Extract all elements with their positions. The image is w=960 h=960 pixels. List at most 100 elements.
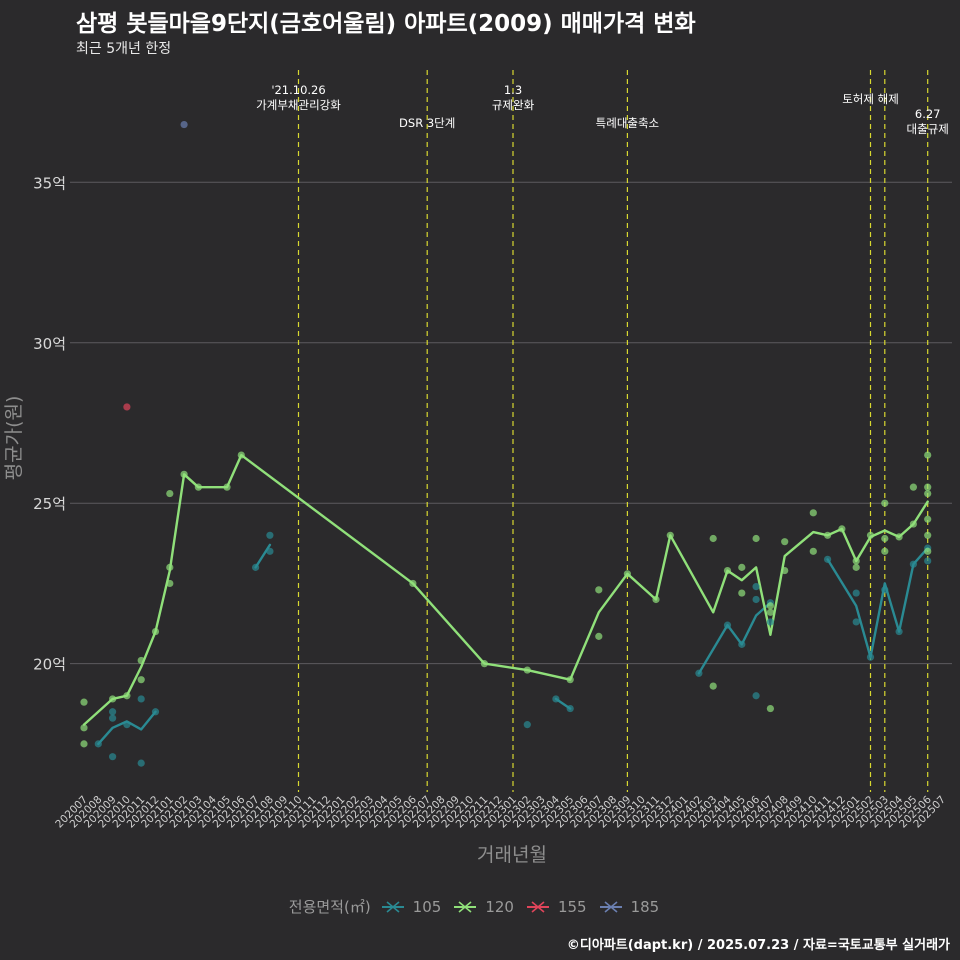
y-tick-label: 25억 (33, 495, 66, 513)
legend-item-120: 120 (453, 897, 514, 917)
data-point-105 (137, 759, 145, 767)
data-point-105 (151, 708, 160, 716)
series-line-105 (697, 601, 772, 675)
data-point-105 (909, 560, 918, 568)
data-point-120 (924, 515, 932, 523)
data-point-105 (881, 586, 889, 594)
data-point-105 (252, 563, 260, 571)
data-point-120 (409, 579, 417, 588)
data-point-120 (809, 547, 817, 555)
data-point-105 (109, 708, 117, 716)
event-annotation: 6.27 (915, 107, 941, 121)
data-point-105 (852, 589, 860, 597)
data-point-120 (924, 483, 932, 491)
event-annotation: 특례대출축소 (596, 116, 659, 130)
data-point-120 (781, 566, 789, 575)
data-point-105 (137, 695, 145, 703)
chart-subtitle: 최근 5개년 한정 (76, 41, 172, 57)
data-point-120 (752, 534, 760, 543)
legend-label-105: 105 (412, 897, 442, 916)
data-point-120 (237, 451, 245, 459)
data-point-120 (852, 563, 860, 571)
data-point-120 (881, 547, 889, 555)
data-point-120 (166, 563, 174, 571)
data-point-105 (723, 621, 732, 629)
y-tick-label: 30억 (33, 335, 66, 353)
data-point-120 (180, 470, 188, 478)
source-caption: ©디아파트(dapt.kr) / 2025.07.23 / 자료=국토교통부 실… (566, 938, 950, 953)
data-point-120 (137, 656, 145, 665)
data-point-120 (852, 557, 860, 565)
event-lines-layer (297, 70, 929, 792)
data-point-120 (738, 589, 746, 597)
data-point-120 (566, 676, 574, 684)
data-point-105 (109, 753, 117, 761)
y-axis-label: 평균가(원) (3, 396, 25, 481)
legend-key-185-icon (599, 900, 622, 913)
legend: 전용면적(㎡) 105 120 155 (0, 896, 960, 917)
event-annotation: 토허제 해제 (842, 92, 899, 106)
data-point-105 (852, 618, 860, 626)
grid-layer (70, 181, 952, 665)
data-point-120 (924, 531, 932, 539)
data-point-120 (909, 483, 918, 491)
data-point-120 (109, 695, 117, 703)
event-annotation: '21.10.26 (271, 83, 325, 97)
data-point-120 (652, 595, 660, 604)
data-point-185 (180, 120, 188, 129)
data-point-105 (523, 721, 531, 729)
data-point-120 (166, 579, 174, 588)
data-point-120 (809, 509, 817, 517)
legend-label-120: 120 (485, 897, 514, 916)
data-point-105 (895, 627, 903, 636)
data-point-105 (752, 583, 760, 591)
y-tick-labels: 20억 25억 30억 35억 (33, 174, 66, 673)
series-points-layer (80, 120, 932, 767)
legend-item-185: 185 (599, 897, 659, 917)
data-point-120 (80, 740, 88, 748)
data-point-120 (781, 538, 789, 546)
data-point-120 (738, 563, 746, 571)
data-point-120 (666, 531, 674, 539)
data-point-120 (924, 489, 932, 498)
data-point-120 (595, 586, 603, 594)
data-point-120 (623, 570, 632, 578)
data-point-105 (266, 547, 274, 555)
event-annotation: 가계부채관리강화 (256, 98, 341, 112)
data-point-120 (166, 489, 174, 498)
data-point-105 (752, 595, 760, 604)
legend-item-105: 105 (381, 897, 442, 917)
series-line-105 (254, 543, 272, 569)
data-point-120 (709, 682, 717, 690)
legend-title: 전용면적(㎡) (288, 898, 371, 916)
data-point-120 (709, 534, 717, 543)
data-point-105 (924, 557, 932, 565)
x-axis-label: 거래년월 (477, 844, 547, 866)
chart-title: 삼평 봇들마을9단지(금호어울림) 아파트(2009) 매매가격 변화 (76, 11, 696, 37)
y-tick-label: 35억 (33, 174, 66, 192)
data-point-120 (595, 632, 603, 640)
data-point-120 (909, 520, 918, 528)
event-annotation: DSR 3단계 (399, 116, 455, 130)
data-point-105 (94, 740, 102, 748)
data-point-105 (752, 692, 760, 700)
data-point-105 (738, 640, 746, 648)
legend-item-155: 155 (526, 897, 587, 917)
event-annotation: 1.3 (504, 83, 522, 97)
data-point-120 (151, 627, 160, 636)
data-point-120 (223, 483, 231, 491)
data-point-120 (824, 531, 832, 539)
data-point-120 (766, 608, 775, 616)
data-point-120 (895, 533, 903, 541)
data-point-120 (766, 602, 775, 610)
legend-key-120-icon (454, 900, 477, 913)
data-point-120 (924, 451, 932, 459)
data-point-120 (194, 483, 202, 491)
legend-key-105-icon (381, 900, 404, 913)
data-point-105 (866, 653, 875, 661)
data-point-120 (838, 525, 846, 533)
data-point-120 (80, 698, 88, 706)
